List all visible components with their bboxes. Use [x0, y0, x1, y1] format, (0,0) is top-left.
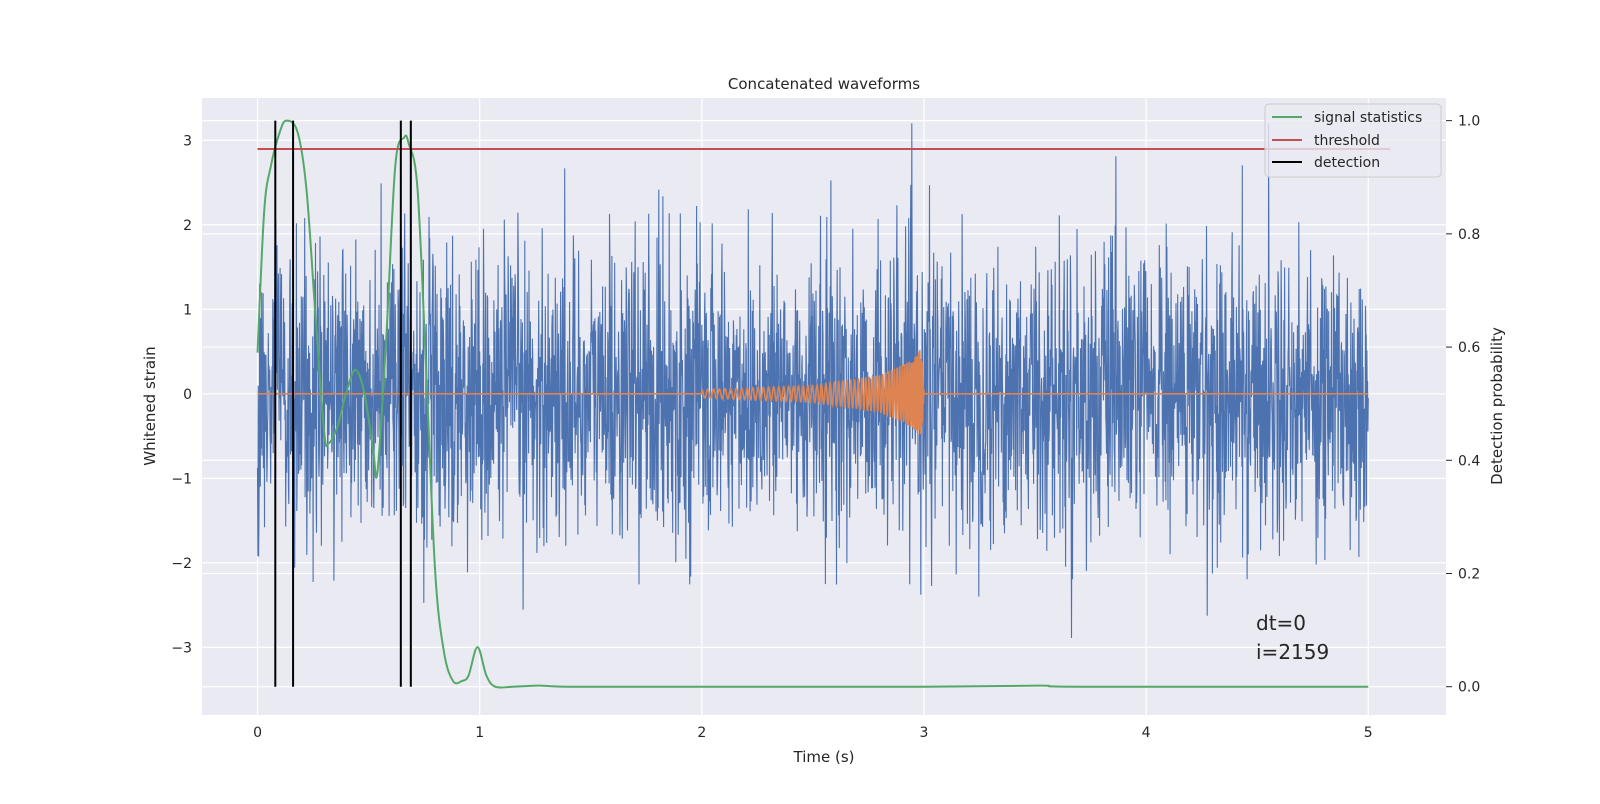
y-left-tick-label: −3	[171, 640, 192, 656]
legend-label-signal-statistics: signal statistics	[1314, 110, 1422, 126]
y-left-tick-label: 3	[183, 133, 192, 149]
injected-signal-line	[257, 350, 1369, 435]
y-left-tick-label: 1	[183, 302, 192, 318]
y-left-tick-label: −2	[171, 556, 192, 572]
y-axis-label-left: Whitened strain	[141, 346, 159, 465]
legend-label-detection: detection	[1314, 155, 1380, 171]
legend: signal statistics threshold detection	[1264, 103, 1442, 178]
y-right-tick-label: 0.6	[1458, 340, 1480, 356]
x-tick-label: 3	[920, 725, 929, 741]
legend-label-threshold: threshold	[1314, 133, 1380, 149]
y-right-tick-label: 0.2	[1458, 566, 1480, 582]
y-left-tick-label: 2	[183, 218, 192, 234]
strain-line	[256, 123, 1369, 639]
y-left-tick-label: −1	[171, 471, 192, 487]
y-right-tick-label: 1.0	[1458, 114, 1480, 130]
y-axis-label-right: Detection probability	[1488, 327, 1506, 485]
detection-layer	[256, 119, 1391, 689]
x-tick-label: 2	[697, 725, 706, 741]
x-tick-label: 5	[1364, 725, 1373, 741]
series-layer	[256, 123, 1369, 639]
annotation-dt: dt=0	[1256, 611, 1306, 635]
signal-statistics-line	[256, 119, 1369, 689]
y-left-tick-label: 0	[183, 387, 192, 403]
x-tick-label: 1	[475, 725, 484, 741]
y-right-tick-label: 0.4	[1458, 453, 1480, 469]
ticks-layer: 0 1 2 3 4 5 −3 −2 −1 0 1 2 3 0.0 0.2 0.4 0.6 0.8 1.0	[171, 114, 1480, 741]
legend-box	[1264, 103, 1442, 178]
y-right-tick-label: 0.0	[1458, 680, 1480, 696]
chart-title: Concatenated waveforms	[728, 75, 920, 93]
annotation-index: i=2159	[1256, 640, 1329, 664]
y-right-tick-label: 0.8	[1458, 227, 1480, 243]
x-tick-label: 0	[253, 725, 262, 741]
x-axis-label: Time (s)	[793, 748, 855, 766]
x-tick-label: 4	[1142, 725, 1151, 741]
